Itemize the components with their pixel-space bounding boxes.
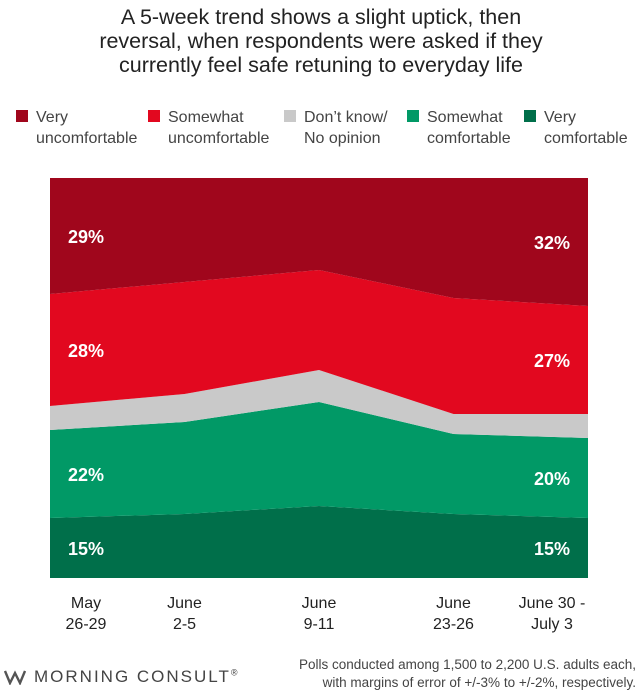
- legend-swatch: [148, 110, 160, 122]
- x-tick-label: June 2-5: [167, 595, 202, 633]
- registered-mark: ®: [230, 667, 238, 678]
- source-note: Polls conducted among 1,500 to 2,200 U.S…: [299, 656, 636, 692]
- x-tick-label-line: 9-11: [304, 616, 335, 633]
- data-label: 20%: [534, 469, 570, 489]
- legend-label: Don’t know/ No opinion: [304, 109, 388, 147]
- data-label: 27%: [534, 351, 570, 371]
- x-tick-label-line: June: [436, 595, 471, 612]
- x-tick-label: June 23-26: [433, 595, 474, 633]
- legend-swatch: [284, 110, 296, 122]
- chart-title: A 5-week trend shows a slight uptick, th…: [0, 5, 642, 77]
- legend-label: Very uncomfortable: [36, 109, 138, 147]
- data-label: 32%: [534, 233, 570, 253]
- legend-swatch: [524, 110, 536, 122]
- x-tick-label-line: June: [302, 595, 337, 612]
- x-tick-label-line: 23-26: [433, 616, 474, 633]
- source-note-line: with margins of error of +/-3% to +/-2%,…: [322, 675, 636, 690]
- x-tick-label-line: 2-5: [173, 616, 196, 633]
- brand-name-text: MORNING CONSULT: [34, 667, 231, 686]
- source-note-line: Polls conducted among 1,500 to 2,200 U.S…: [299, 657, 636, 672]
- x-tick-label-line: June: [167, 595, 202, 612]
- area-series-very-uncomfortable: [50, 178, 588, 306]
- data-label: 15%: [534, 539, 570, 559]
- area-series-somewhat-comfortable: [50, 402, 588, 518]
- chart-title-line: A 5-week trend shows a slight uptick, th…: [120, 5, 522, 29]
- chart-title-line: currently feel safe retuning to everyday…: [119, 53, 523, 77]
- x-tick-label-line: May: [71, 595, 101, 612]
- legend-label: Very comfortable: [544, 109, 628, 147]
- x-tick-label-line: 26-29: [66, 616, 107, 633]
- x-tick-label: May 26-29: [66, 595, 107, 633]
- x-tick-label: June 30 - July 3: [519, 595, 586, 633]
- brand-name: MORNING CONSULT®: [34, 667, 238, 687]
- data-label: 28%: [68, 341, 104, 361]
- chart-title-line: reversal, when respondents were asked if…: [99, 29, 543, 53]
- area-series-very-comfortable: [50, 506, 588, 578]
- area-series-don-t-know-no-opinion: [50, 370, 588, 438]
- morning-consult-logo-icon: [4, 670, 26, 685]
- brand-logo: MORNING CONSULT®: [4, 667, 238, 687]
- legend-swatch: [407, 110, 419, 122]
- data-label: 15%: [68, 539, 104, 559]
- x-tick-label: June 9-11: [302, 595, 337, 633]
- x-tick-label-line: July 3: [531, 616, 573, 633]
- data-label: 22%: [68, 465, 104, 485]
- legend-label: Somewhat comfortable: [427, 109, 511, 147]
- legend-label: Somewhat uncomfortable: [168, 109, 270, 147]
- x-tick-label-line: June 30 -: [519, 595, 586, 612]
- legend-swatch: [16, 110, 28, 122]
- data-label: 29%: [68, 227, 104, 247]
- area-series-somewhat-uncomfortable: [50, 270, 588, 414]
